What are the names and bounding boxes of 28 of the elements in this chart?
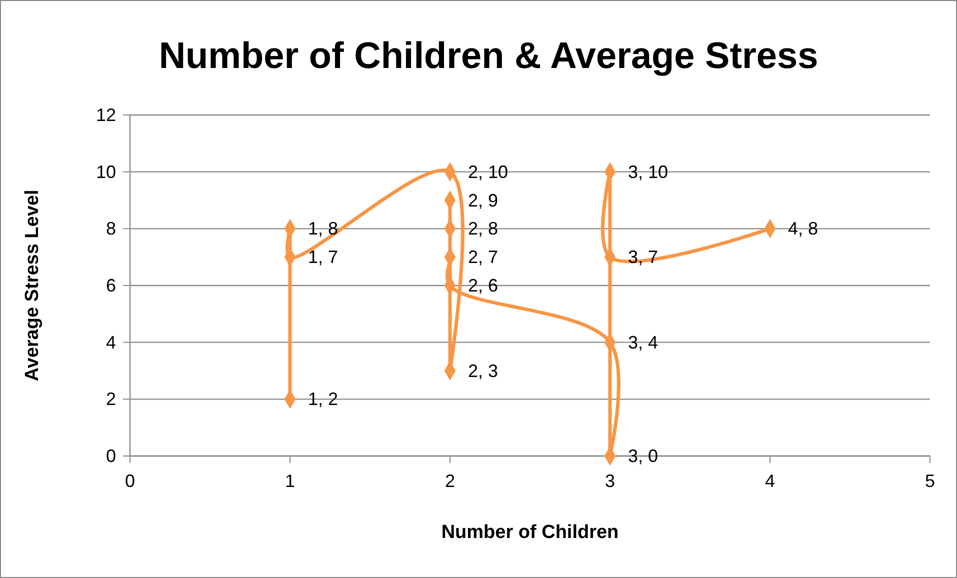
chart-title: Number of Children & Average Stress <box>158 35 818 76</box>
x-tick-label: 1 <box>284 471 296 491</box>
data-label: 2, 8 <box>468 218 498 239</box>
y-tick-label: 10 <box>96 162 116 182</box>
x-axis-title: Number of Children <box>441 522 619 543</box>
x-tick-label: 0 <box>124 471 136 491</box>
data-label: 2, 3 <box>468 360 498 381</box>
y-tick-label: 8 <box>106 218 116 239</box>
x-tick-label: 3 <box>604 471 616 491</box>
data-label: 2, 7 <box>468 247 498 268</box>
y-tick-label: 0 <box>106 446 116 466</box>
x-tick-label: 5 <box>924 471 936 491</box>
data-label: 4, 8 <box>788 218 818 239</box>
y-tick-label: 6 <box>106 276 116 296</box>
data-label: 2, 10 <box>468 162 508 182</box>
data-label: 2, 6 <box>468 276 498 296</box>
y-tick-label: 12 <box>96 105 116 125</box>
data-label: 1, 2 <box>308 389 338 410</box>
data-label: 3, 0 <box>628 446 658 466</box>
y-tick-label: 4 <box>106 332 116 352</box>
data-label: 1, 7 <box>308 247 338 268</box>
data-label: 3, 4 <box>628 332 658 352</box>
data-label: 2, 9 <box>468 190 498 210</box>
x-tick-label: 2 <box>444 471 456 491</box>
data-label: 3, 10 <box>628 162 668 182</box>
y-tick-label: 2 <box>106 389 116 410</box>
x-tick-label: 4 <box>764 471 776 491</box>
y-axis-title: Average Stress Level <box>22 190 43 382</box>
